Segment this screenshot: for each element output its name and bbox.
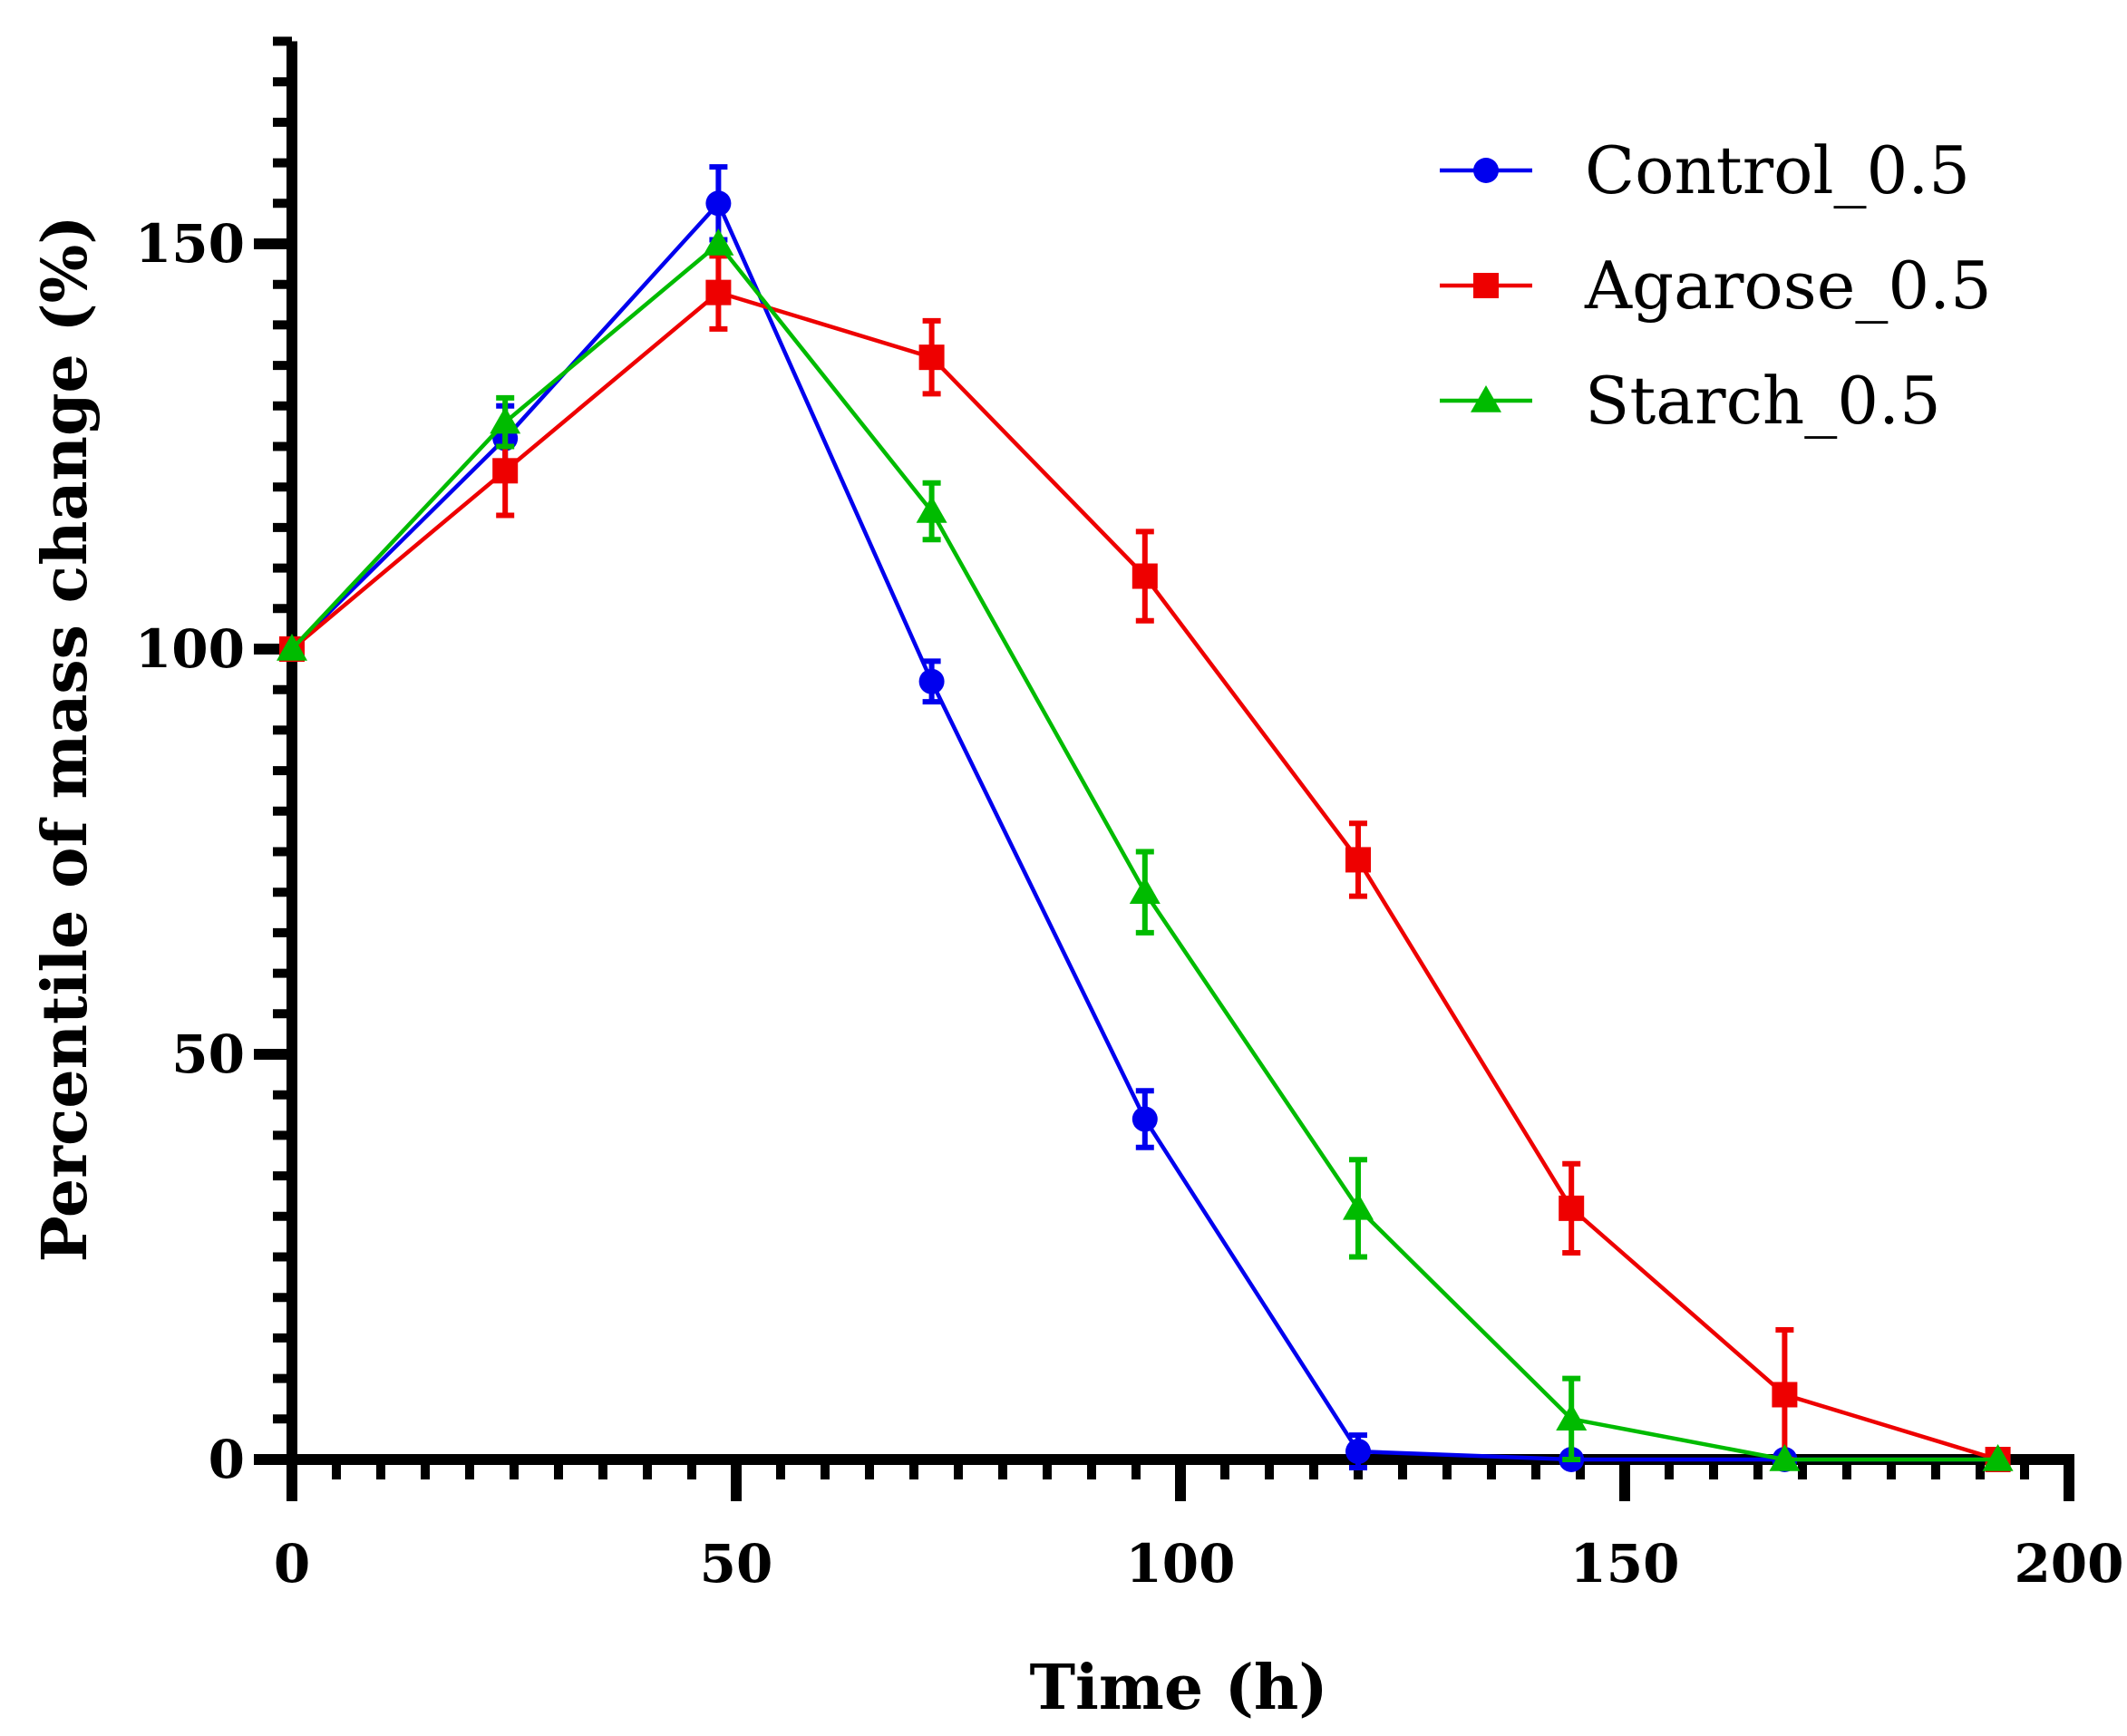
- data-point: [490, 406, 521, 434]
- data-point: [277, 634, 307, 661]
- legend-label: Agarose_0.5: [1584, 247, 1992, 324]
- data-point: [1345, 847, 1371, 873]
- data-point: [918, 668, 945, 694]
- x-tick-label: 100: [1125, 1533, 1235, 1595]
- legend-entry: Agarose_0.5: [1440, 247, 1992, 324]
- data-point: [1345, 1439, 1371, 1465]
- y-tick-label: 50: [171, 1023, 245, 1085]
- data-point: [705, 279, 732, 305]
- y-axis-title: Percentile of mass change (%): [29, 216, 102, 1263]
- y-tick-label: 0: [209, 1429, 245, 1490]
- data-point: [1129, 877, 1161, 904]
- legend-marker: [1473, 273, 1499, 298]
- legend-label: Control_0.5: [1585, 132, 1970, 209]
- data-point: [1343, 1192, 1374, 1220]
- y-tick-label: 100: [135, 618, 245, 680]
- data-point: [1772, 1382, 1798, 1408]
- data-point: [918, 344, 945, 371]
- data-point: [1769, 1444, 1801, 1471]
- series-Starch_0.5: [277, 228, 2014, 1471]
- legend-marker: [1473, 158, 1499, 183]
- x-tick-label: 150: [1569, 1533, 1679, 1595]
- legend: Control_0.5 Agarose_0.5 Starch_0.5: [1440, 132, 1992, 439]
- x-tick-label: 200: [2014, 1533, 2123, 1595]
- legend-entry: Control_0.5: [1440, 132, 1970, 209]
- x-axis-title: Time (h): [1029, 1652, 1327, 1724]
- data-point: [1131, 563, 1158, 589]
- series-layer: [277, 164, 2014, 1472]
- data-point: [492, 458, 519, 484]
- data-point: [703, 228, 734, 256]
- data-point: [1556, 1403, 1588, 1431]
- legend-label: Starch_0.5: [1585, 363, 1941, 439]
- y-tick-label: 150: [135, 213, 245, 275]
- data-point: [1982, 1444, 2014, 1471]
- data-point: [1131, 1106, 1158, 1132]
- data-point: [916, 496, 947, 523]
- legend-entry: Starch_0.5: [1440, 363, 1941, 439]
- series-Control_0.5: [279, 164, 2011, 1472]
- data-point: [705, 190, 732, 217]
- x-tick-label: 0: [274, 1533, 310, 1595]
- data-point: [1559, 1195, 1585, 1221]
- legend-marker: [1471, 385, 1501, 412]
- x-tick-label: 50: [700, 1533, 773, 1595]
- axes-layer: 0 50 100 150 0 50 100 150 200: [135, 36, 2124, 1595]
